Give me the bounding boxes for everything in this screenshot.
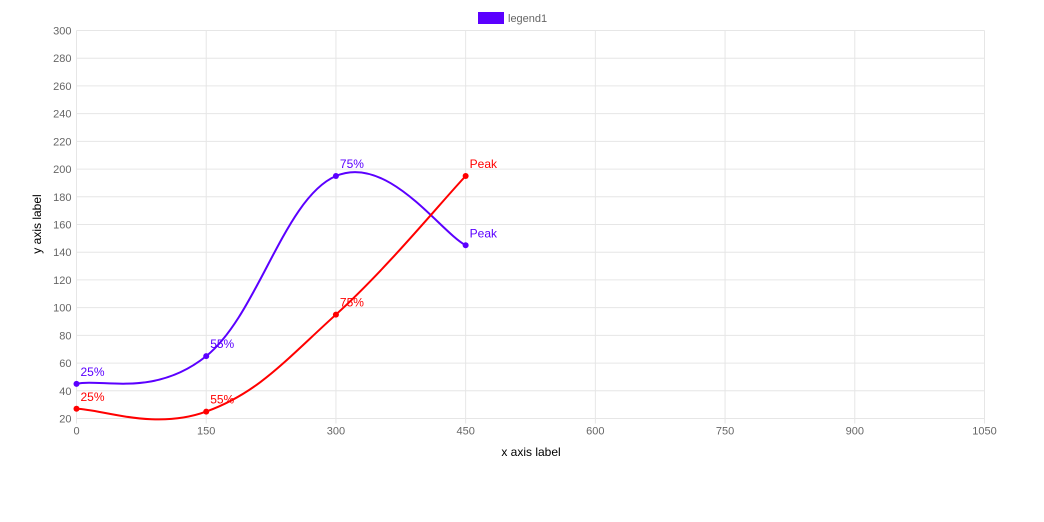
x-tick-label: 150 (197, 426, 215, 438)
y-tick-label: 40 (59, 386, 71, 398)
y-tick-label: 80 (59, 330, 71, 342)
x-axis-title: x axis label (501, 445, 560, 459)
y-tick-label: 200 (53, 164, 71, 176)
series-2-point[interactable] (332, 311, 339, 318)
legend-label[interactable]: legend1 (508, 13, 547, 25)
y-tick-label: 60 (59, 358, 71, 370)
series-2-data-label: Peak (470, 157, 498, 171)
series-1-point[interactable] (462, 242, 469, 249)
series-2-point[interactable] (73, 405, 80, 412)
y-tick-label: 160 (53, 220, 71, 232)
series-2-point[interactable] (462, 173, 469, 179)
y-tick-label: 120 (53, 275, 71, 287)
series-2-line (76, 175, 467, 421)
y-tick-label: 240 (53, 109, 71, 121)
x-axis-ticks: 0 150 300 450 600 750 900 1050 (73, 426, 996, 438)
y-tick-label: 260 (53, 81, 71, 93)
series-1-data-label: 75% (340, 157, 364, 171)
y-tick-label: 140 (53, 247, 71, 259)
series-2-data-label: 55% (210, 393, 234, 407)
y-tick-label: 180 (53, 192, 71, 204)
series: 25% 55% 75% Peak 25% 55% 75% Peak (73, 157, 498, 421)
series-2-data-label: 25% (81, 390, 105, 404)
series-1-point[interactable] (332, 173, 339, 179)
y-tick-label: 300 (53, 26, 71, 38)
y-tick-label: 220 (53, 136, 71, 148)
y-axis-title: y axis label (30, 194, 44, 253)
series-2: 25% 55% 75% Peak (73, 157, 498, 421)
series-2-point[interactable] (203, 408, 210, 415)
x-tick-label: 900 (846, 426, 864, 438)
series-1-data-label: Peak (470, 226, 498, 240)
series-1-point[interactable] (203, 353, 210, 360)
series-1: 25% 55% 75% Peak (73, 157, 498, 387)
y-tick-label: 20 (59, 414, 71, 426)
series-1-line (76, 171, 467, 385)
series-2-data-label: 75% (340, 296, 364, 310)
x-tick-label: 750 (716, 426, 734, 438)
x-tick-label: 450 (456, 426, 474, 438)
series-1-data-label: 25% (81, 365, 105, 379)
series-1-point[interactable] (73, 380, 80, 387)
y-axis-ticks: 20 40 60 80 100 120 140 160 180 200 220 240 260 280 30… (53, 26, 71, 426)
x-tick-label: 300 (327, 426, 345, 438)
series-1-data-label: 55% (210, 337, 234, 351)
legend[interactable]: legend1 (478, 12, 547, 25)
x-tick-label: 1050 (972, 426, 996, 438)
legend-swatch[interactable] (478, 12, 504, 24)
y-tick-label: 100 (53, 303, 71, 315)
x-tick-label: 0 (73, 426, 79, 438)
grid (76, 30, 985, 424)
x-tick-label: 600 (586, 426, 604, 438)
y-tick-label: 280 (53, 53, 71, 65)
